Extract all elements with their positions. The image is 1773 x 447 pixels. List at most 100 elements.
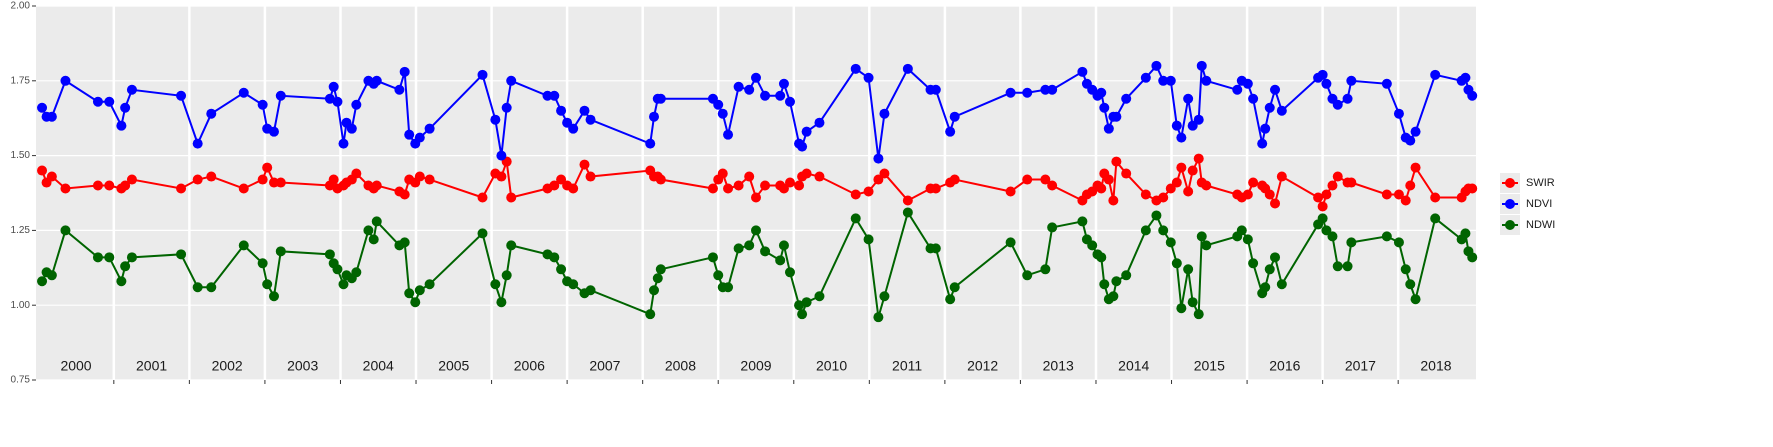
- point: [568, 183, 579, 194]
- point: [1077, 216, 1088, 227]
- point: [324, 93, 335, 104]
- point: [363, 225, 374, 236]
- point: [1257, 138, 1268, 149]
- point: [1047, 180, 1058, 191]
- point: [784, 96, 795, 107]
- point: [902, 207, 913, 218]
- point: [713, 99, 724, 110]
- point: [814, 117, 825, 128]
- point: [1276, 105, 1287, 116]
- point: [1187, 297, 1198, 308]
- point: [1005, 186, 1016, 197]
- point: [1103, 174, 1114, 185]
- point: [1400, 264, 1411, 275]
- year-label: 2007: [589, 358, 620, 374]
- point: [751, 225, 761, 236]
- year-label: 2014: [1118, 358, 1149, 374]
- point: [1171, 120, 1182, 131]
- point: [338, 279, 349, 290]
- year-label: 2009: [740, 358, 771, 374]
- point: [751, 72, 761, 83]
- year-label: 2016: [1269, 358, 1300, 374]
- point: [1236, 225, 1247, 236]
- point: [37, 102, 48, 113]
- point: [1232, 84, 1243, 95]
- point: [1327, 180, 1338, 191]
- point: [120, 180, 131, 191]
- point: [394, 84, 405, 95]
- year-label: 2017: [1345, 358, 1376, 374]
- point: [1201, 180, 1212, 191]
- point: [275, 90, 286, 101]
- point: [328, 174, 339, 185]
- point: [424, 174, 435, 185]
- point: [116, 276, 127, 287]
- point: [410, 297, 421, 308]
- point: [414, 171, 425, 182]
- point: [324, 249, 335, 260]
- point: [351, 99, 362, 110]
- point: [1317, 69, 1328, 80]
- point: [784, 267, 795, 278]
- point: [1321, 78, 1332, 89]
- point: [775, 90, 786, 101]
- point: [1099, 102, 1110, 113]
- y-tick-label: 1.50: [11, 150, 31, 161]
- point: [1158, 75, 1169, 86]
- year-label: 2005: [438, 358, 469, 374]
- point: [1140, 72, 1151, 83]
- point: [930, 84, 941, 95]
- point: [1270, 84, 1281, 95]
- point: [1410, 294, 1421, 305]
- point: [733, 81, 744, 92]
- point: [1201, 75, 1212, 86]
- point: [568, 279, 579, 290]
- point: [176, 90, 187, 101]
- point: [275, 246, 286, 257]
- year-label: 2006: [514, 358, 545, 374]
- legend-label: SWIR: [1526, 177, 1555, 189]
- legend: SWIR NDVI NDWI: [1500, 173, 1555, 235]
- point: [1332, 99, 1343, 110]
- point: [120, 261, 131, 272]
- point: [733, 243, 744, 254]
- point: [496, 297, 507, 308]
- point: [1342, 261, 1353, 272]
- point: [1111, 111, 1122, 122]
- point: [717, 168, 728, 179]
- legend-point: [1505, 199, 1515, 209]
- point: [496, 171, 507, 182]
- point: [1332, 261, 1343, 272]
- legend-label: NDVI: [1526, 198, 1552, 210]
- point: [238, 87, 249, 98]
- point: [116, 120, 127, 131]
- point: [126, 252, 137, 263]
- year-label: 2008: [665, 358, 696, 374]
- point: [850, 189, 861, 200]
- point: [949, 111, 960, 122]
- point: [92, 96, 103, 107]
- point: [873, 153, 884, 164]
- year-label: 2010: [816, 358, 847, 374]
- point: [645, 138, 656, 149]
- point: [368, 234, 379, 245]
- point: [585, 171, 596, 182]
- point: [1158, 225, 1169, 236]
- point: [585, 114, 596, 125]
- point: [1096, 87, 1107, 98]
- point: [1248, 258, 1259, 269]
- point: [46, 111, 57, 122]
- point: [797, 141, 808, 152]
- point: [814, 171, 825, 182]
- point: [1087, 240, 1098, 251]
- point: [257, 99, 268, 110]
- point: [92, 180, 103, 191]
- point: [1183, 186, 1194, 197]
- point: [1393, 189, 1404, 200]
- legend-label: NDWI: [1526, 219, 1555, 231]
- point: [707, 183, 718, 194]
- point: [1346, 237, 1357, 248]
- point: [1103, 123, 1114, 134]
- point: [332, 264, 343, 275]
